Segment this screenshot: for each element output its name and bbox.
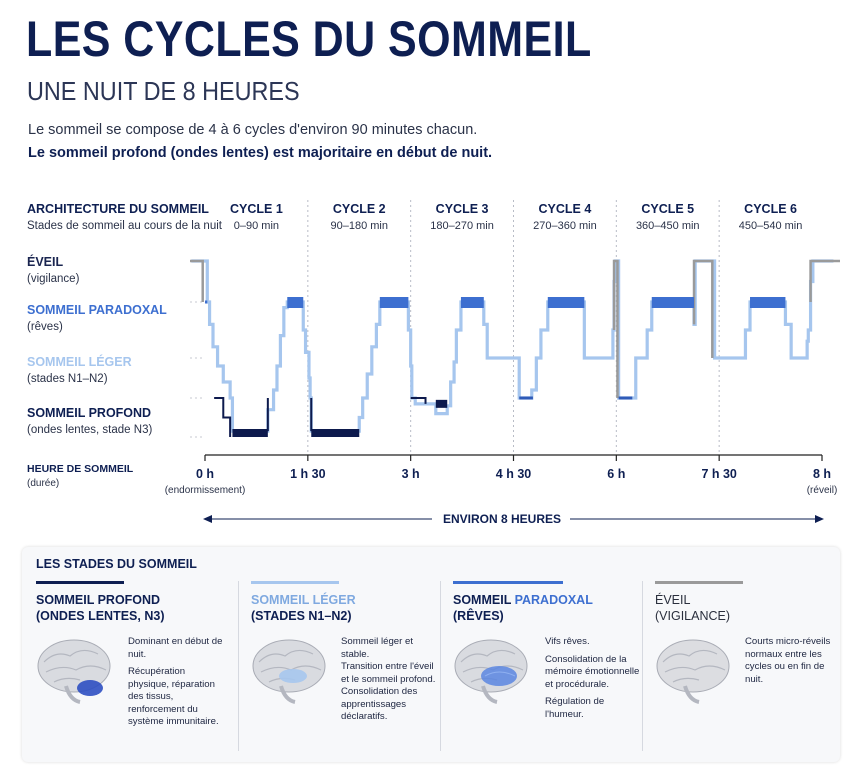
cycle-label: CYCLE 1 (230, 202, 283, 216)
stage-sublabel: (vigilance) (27, 273, 80, 285)
x-tick-label: 1 h 30 (290, 467, 325, 481)
brain-rem-icon (454, 639, 528, 704)
stage-name: SOMMEIL PARADOXAL (453, 592, 593, 608)
stages-legend-panel: LES STADES DU SOMMEIL SOMMEIL PROFOND (O… (22, 547, 840, 762)
cycle-range: 90–180 min (331, 220, 389, 232)
rem-block (547, 297, 585, 308)
x-tick-label: 6 h (607, 467, 625, 481)
wake-segment (809, 259, 840, 302)
stage-subtitle: (ONDES LENTES, N3) (36, 609, 165, 623)
arrow-head-right (815, 515, 824, 523)
stage-card-rem: SOMMEIL PARADOXAL (RÊVES) Vifs rêves. Co… (453, 581, 648, 756)
cycle-label: CYCLE 5 (641, 202, 694, 216)
intro-emphasis: Le sommeil profond (ondes lentes) est ma… (28, 145, 493, 161)
stage-label: SOMMEIL PARADOXAL (27, 303, 167, 317)
page-title: LES CYCLES DU SOMMEIL (26, 11, 592, 67)
rem-block (287, 297, 304, 308)
stage-card-deep: SOMMEIL PROFOND (ONDES LENTES, N3) Domin… (36, 581, 231, 756)
stage-color-bar (251, 581, 339, 584)
x-tick-label: 4 h 30 (496, 467, 531, 481)
wake-segment (612, 259, 619, 398)
cycle-range: 360–450 min (636, 220, 700, 232)
x-tick-label: 3 h (402, 467, 420, 481)
hypnogram-line (191, 259, 834, 433)
rem-block (651, 297, 695, 308)
stage-sublabel: (ondes lentes, stade N3) (27, 424, 152, 436)
wake-segment (190, 259, 204, 302)
stage-desc-line: Courts micro-réveils normaux entre les c… (745, 636, 831, 685)
rem-block (460, 297, 484, 308)
stage-name-accent: PARADOXAL (514, 593, 593, 607)
cycle-label: CYCLE 6 (744, 202, 797, 216)
stage-label: SOMMEIL PROFOND (27, 406, 151, 420)
stage-name-prefix: SOMMEIL (453, 593, 515, 607)
wake-segment (692, 259, 714, 358)
stage-desc-line: Sommeil léger et stable. (341, 636, 413, 660)
cycle-range: 0–90 min (234, 220, 279, 232)
x-tick-sublabel: (endormissement) (165, 485, 246, 496)
stage-description: Dominant en début de nuit. Récupération … (128, 636, 228, 734)
stage-description: Sommeil léger et stable. Transition entr… (341, 636, 436, 724)
stage-description: Courts micro-réveils normaux entre les c… (745, 636, 835, 691)
stage-desc-line: Dominant en début de nuit. (128, 636, 223, 660)
deep-descent (214, 397, 232, 437)
x-tick-sublabel: (réveil) (807, 485, 838, 496)
cycle-label: CYCLE 2 (333, 202, 386, 216)
cycle-range: 180–270 min (430, 220, 494, 232)
stage-sublabel: (rêves) (27, 321, 63, 333)
card-divider (642, 581, 643, 751)
x-tick-label: 0 h (196, 467, 214, 481)
x-tick-label: 7 h 30 (701, 467, 736, 481)
x-axis-sublabel: (durée) (27, 478, 59, 489)
stage-desc-line: Transition entre l'éveil et le sommeil p… (341, 661, 436, 685)
intro-text: Le sommeil se compose de 4 à 6 cycles d'… (28, 122, 478, 138)
cycle-range: 270–360 min (533, 220, 597, 232)
stage-card-light: SOMMEIL LÉGER (STADES N1–N2) Sommeil lég… (251, 581, 446, 756)
stage-label: SOMMEIL LÉGER (27, 354, 132, 369)
stage-desc-line: Vifs rêves. (545, 636, 590, 647)
stage-name: SOMMEIL PROFOND (36, 593, 161, 607)
brain-light-icon (252, 639, 326, 704)
cycle-label: CYCLE 4 (539, 202, 592, 216)
stage-subtitle: (RÊVES) (453, 609, 504, 623)
deep-block (232, 429, 268, 437)
deep-edge (410, 397, 427, 404)
stage-subtitle: (STADES N1–N2) (251, 609, 352, 623)
brain-deep-icon (37, 639, 111, 704)
stage-card-wake: ÉVEIL (VIGILANCE) Courts micro-réveils n… (655, 581, 850, 756)
rem-block (379, 297, 409, 308)
card-divider (440, 581, 441, 751)
legend-panel-title: LES STADES DU SOMMEIL (36, 557, 197, 571)
arrow-head-left (203, 515, 212, 523)
stage-color-bar (453, 581, 563, 584)
card-divider (238, 581, 239, 751)
duration-label: ENVIRON 8 HEURES (443, 512, 561, 526)
stage-sublabel: (stades N1–N2) (27, 373, 108, 385)
page-subtitle: UNE NUIT DE 8 HEURES (27, 76, 300, 106)
stage-color-bar (36, 581, 124, 584)
stage-label: ÉVEIL (27, 254, 63, 269)
x-tick-label: 8 h (813, 467, 831, 481)
hypnogram-chart: ARCHITECTURE DU SOMMEIL Stades de sommeil… (27, 200, 840, 526)
stage-name: SOMMEIL LÉGER (251, 593, 356, 607)
stage-desc-line: Consolidation des apprentissages déclara… (341, 686, 418, 722)
cycle-range: 450–540 min (739, 220, 803, 232)
stage-desc-line: Récupération physique, réparation des ti… (128, 666, 219, 727)
brain-wake-icon (656, 639, 730, 704)
deep-block (435, 399, 448, 408)
stage-desc-line: Régulation de l'humeur. (545, 696, 605, 720)
cycle-label: CYCLE 3 (436, 202, 489, 216)
stage-name: ÉVEIL (655, 593, 691, 607)
rem-block (750, 297, 786, 308)
x-axis-label: HEURE DE SOMMEIL (27, 463, 134, 475)
stage-desc-line: Consolidation de la mémoire émotionnelle… (545, 653, 640, 690)
deep-block (311, 429, 360, 437)
chart-subtitle: Stades de sommeil au cours de la nuit (27, 220, 223, 232)
stage-subtitle: (VIGILANCE) (655, 609, 731, 623)
chart-title: ARCHITECTURE DU SOMMEIL (27, 202, 209, 216)
stage-description: Vifs rêves. Consolidation de la mémoire … (545, 636, 645, 726)
stage-color-bar (655, 581, 743, 584)
